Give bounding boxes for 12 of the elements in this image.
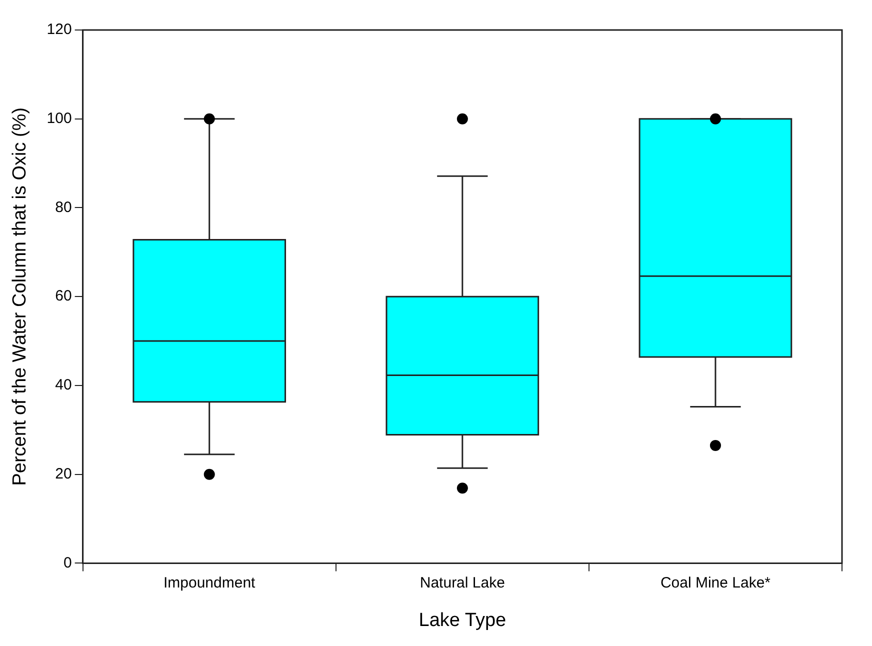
x-axis-title: Lake Type — [418, 610, 506, 631]
y-tick-label: 80 — [55, 198, 72, 216]
x-tick-label: Coal Mine Lake* — [660, 574, 771, 592]
y-tick-label: 120 — [46, 21, 72, 38]
y-tick-label: 100 — [46, 110, 72, 128]
y-tick-label: 0 — [63, 554, 72, 572]
y-tick-label: 40 — [55, 376, 72, 394]
x-tick-label: Impoundment — [163, 574, 256, 592]
x-tick-label: Natural Lake — [420, 574, 505, 592]
y-axis-title: Percent of the Water Column that is Oxic (%) — [10, 107, 31, 486]
y-tick-label: 20 — [55, 465, 72, 482]
y-tick-label: 60 — [55, 288, 72, 305]
